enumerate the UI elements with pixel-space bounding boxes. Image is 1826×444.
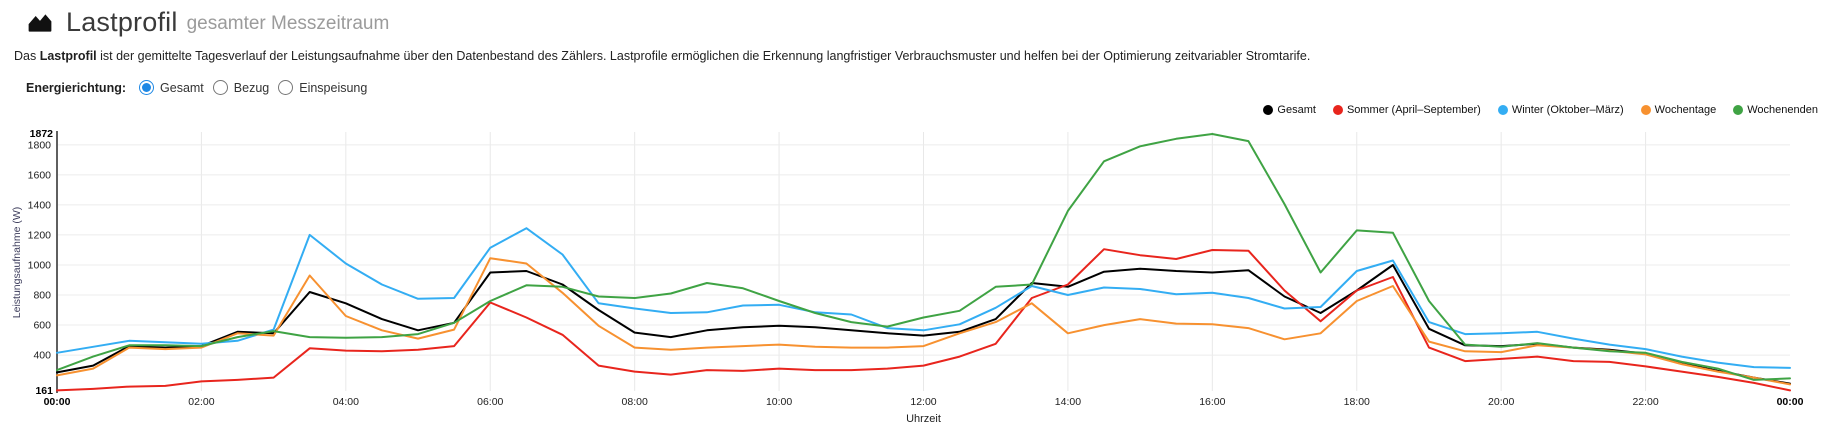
page-title: Lastprofil [66, 7, 178, 37]
svg-text:06:00: 06:00 [477, 396, 503, 408]
radio-gesamt[interactable] [139, 80, 155, 95]
energy-direction-label: Energierichtung: [26, 80, 127, 95]
energy-direction-controls: Energierichtung: Gesamt Bezug Einspeisun… [26, 80, 367, 95]
legend-item[interactable]: Gesamt [1263, 104, 1316, 116]
svg-text:Leistungsaufnahme (W): Leistungsaufnahme (W) [11, 207, 23, 318]
legend-label: Winter (Oktober–März) [1511, 104, 1624, 116]
area-chart-icon [28, 13, 52, 32]
svg-text:1400: 1400 [28, 199, 52, 211]
svg-text:1000: 1000 [28, 259, 52, 271]
svg-text:1800: 1800 [28, 139, 52, 151]
legend-color-dot [1497, 105, 1508, 115]
svg-text:1872: 1872 [30, 128, 54, 140]
description-text: Das Lastprofil ist der gemittelte Tagesv… [14, 49, 1311, 63]
chart-canvas: 40060080010001200140016001800187216100:0… [11, 128, 1804, 425]
svg-text:1200: 1200 [28, 229, 52, 241]
svg-text:00:00: 00:00 [1777, 396, 1804, 408]
svg-text:161: 161 [35, 385, 53, 397]
legend-label: Wochentage [1654, 104, 1717, 116]
legend-color-dot [1640, 105, 1651, 115]
radio-option-gesamt[interactable]: Gesamt [139, 80, 204, 95]
legend-item[interactable]: Winter (Oktober–März) [1497, 104, 1624, 116]
legend-item[interactable]: Wochenenden [1733, 104, 1818, 116]
legend-label: Sommer (April–September) [1346, 104, 1481, 116]
svg-text:00:00: 00:00 [44, 396, 71, 408]
radio-bezug[interactable] [212, 80, 228, 95]
svg-text:600: 600 [33, 320, 51, 332]
legend-label: Gesamt [1277, 104, 1316, 116]
svg-text:14:00: 14:00 [1055, 396, 1081, 408]
svg-text:12:00: 12:00 [910, 396, 936, 408]
svg-text:1600: 1600 [28, 169, 52, 181]
page-subtitle: gesamter Messzeitraum [186, 12, 390, 34]
svg-text:10:00: 10:00 [766, 396, 792, 408]
svg-text:22:00: 22:00 [1632, 396, 1658, 408]
svg-text:18:00: 18:00 [1344, 396, 1370, 408]
svg-text:20:00: 20:00 [1488, 396, 1514, 408]
svg-text:Uhrzeit: Uhrzeit [906, 413, 941, 425]
radio-einspeisung[interactable] [278, 80, 294, 95]
load-profile-chart: 400 600 800 1000 1200 1400 1600 1800 1872 161 00:0… [0, 124, 1826, 439]
chart-legend: Gesamt Sommer (April–September) Winter (Ok… [1263, 104, 1818, 116]
legend-color-dot [1733, 105, 1744, 115]
svg-text:08:00: 08:00 [622, 396, 648, 408]
svg-text:02:00: 02:00 [188, 396, 214, 408]
svg-text:800: 800 [33, 290, 51, 302]
svg-text:04:00: 04:00 [333, 396, 359, 408]
radio-option-einspeisung[interactable]: Einspeisung [278, 80, 367, 95]
legend-color-dot [1263, 105, 1274, 115]
page-header: Lastprofil gesamter Messzeitraum [27, 7, 389, 38]
legend-item[interactable]: Sommer (April–September) [1332, 104, 1481, 116]
legend-item[interactable]: Wochentage [1640, 104, 1717, 116]
legend-label: Wochenenden [1747, 104, 1818, 116]
svg-text:16:00: 16:00 [1199, 396, 1225, 408]
radio-option-bezug[interactable]: Bezug [212, 80, 269, 95]
svg-text:400: 400 [33, 350, 51, 362]
legend-color-dot [1332, 105, 1343, 115]
